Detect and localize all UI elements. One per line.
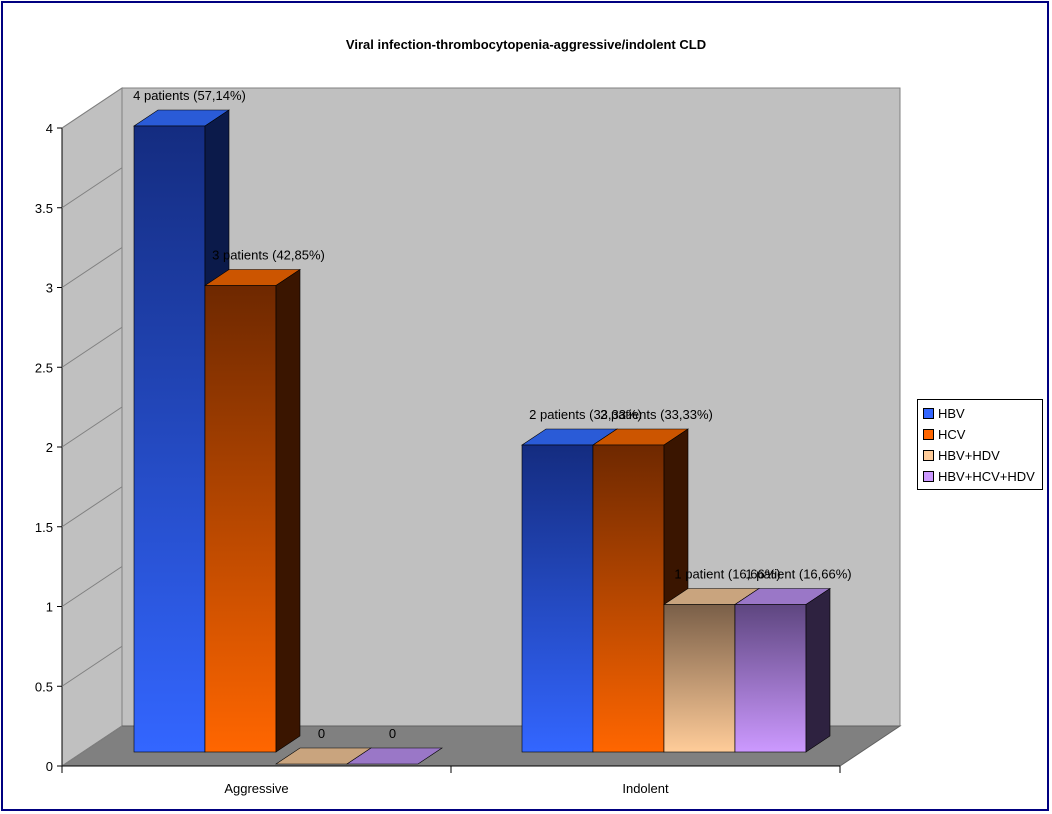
y-tick-label: 3: [46, 281, 53, 296]
legend-label: HCV: [938, 426, 966, 442]
legend-swatch: [923, 428, 934, 440]
data-label: 1 patient (16,66%): [674, 567, 780, 582]
y-tick-label: 2: [46, 440, 53, 455]
y-tick-depth-line: [61, 725, 123, 767]
legend-label: HBV: [938, 405, 965, 421]
y-tick-depth-line: [61, 566, 123, 607]
legend-entry: HBV: [918, 403, 965, 423]
legend-label: HBV+HDV: [938, 447, 1000, 463]
chart-legend: HBV HCV HBV+HDV HBV+HCV+HDV: [917, 399, 1043, 490]
y-tick-label: 0: [46, 759, 53, 774]
x-tick-label: Indolent: [622, 781, 669, 796]
y-tick-depth-line: [61, 486, 123, 528]
bar-front: [133, 125, 206, 753]
legend-label: HBV+HCV+HDV: [938, 468, 1035, 484]
y-tick-label: 1: [46, 600, 53, 615]
y-tick-label: 3.5: [35, 201, 53, 216]
bar-front: [663, 604, 736, 753]
y-tick-label: 1.5: [35, 520, 53, 535]
data-label: 0: [318, 726, 325, 741]
y-tick-depth-line: [61, 406, 123, 448]
bar-front: [521, 444, 594, 753]
y-tick-depth-line: [61, 326, 123, 368]
x-tick-label: Aggressive: [224, 781, 288, 796]
bar-side: [805, 587, 831, 753]
legend-entry: HCV: [918, 424, 965, 444]
data-label: 4 patients (57,14%): [133, 88, 246, 103]
legend-entry: HBV+HDV: [918, 445, 1000, 465]
legend-swatch: [923, 407, 934, 419]
data-label: 0: [389, 726, 396, 741]
bar: [204, 268, 301, 753]
y-tick-label: 2.5: [35, 360, 53, 375]
data-label: 2 patients (33,33%): [529, 407, 642, 422]
bar-side: [275, 268, 301, 753]
y-tick-depth-line: [61, 645, 123, 687]
y-tick-label: 0.5: [35, 679, 53, 694]
y-tick-depth-line: [61, 167, 123, 209]
bar-front: [592, 444, 665, 753]
bar-front: [204, 285, 277, 753]
data-label: 2 patients (33,33%): [600, 407, 713, 422]
legend-swatch: [923, 449, 934, 461]
bar-top: [346, 747, 443, 765]
chart-title: Viral infection-thrombocytopenia-aggress…: [345, 37, 707, 52]
data-label: 3 patients (42,85%): [212, 248, 325, 263]
y-tick-label: 4: [46, 121, 53, 136]
bar: [346, 747, 443, 765]
data-label: 1 patient (16,66%): [745, 567, 851, 582]
legend-entry: HBV+HCV+HDV: [918, 466, 1035, 486]
legend-swatch: [923, 470, 934, 482]
bar: [734, 587, 831, 753]
y-tick-depth-line: [61, 247, 123, 288]
y-tick-depth-line: [61, 87, 123, 129]
bar-front: [734, 604, 807, 753]
